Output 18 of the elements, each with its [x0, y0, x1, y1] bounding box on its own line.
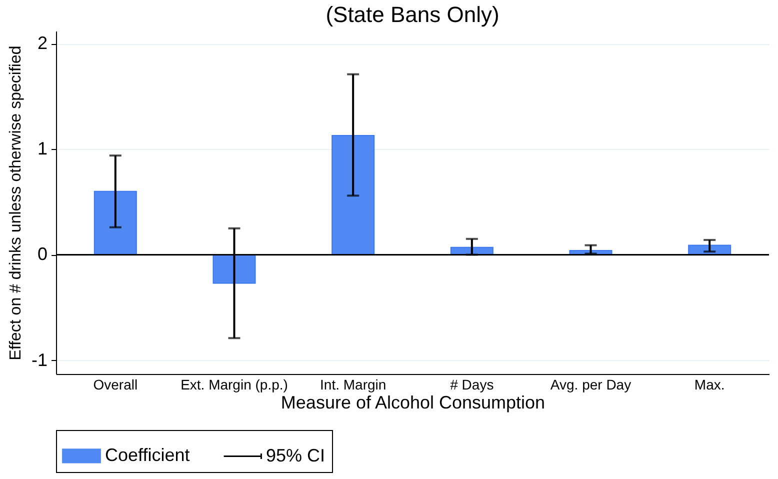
legend-label: Coefficient: [105, 444, 190, 465]
y-tick-label: -1: [31, 350, 48, 370]
bar: [212, 254, 256, 284]
y-tick-label: 2: [37, 33, 48, 54]
x-tick-label: Ext. Margin (p.p.): [180, 376, 288, 392]
x-tick-label: # Days: [450, 376, 494, 392]
x-tick-label: Overall: [93, 376, 138, 392]
y-tick-label: 0: [37, 244, 48, 264]
x-axis-title: Measure of Alcohol Consumption: [280, 392, 546, 412]
text: 95% CI: [266, 445, 326, 466]
y-tick-label: 1: [37, 138, 48, 159]
bar: [332, 134, 375, 256]
y-axis-title: Effect on # drinks unless otherwise specified: [7, 46, 24, 360]
x-tick-label: Int. Margin: [320, 376, 386, 392]
x-tick-label: Max.: [694, 376, 725, 392]
bar: [94, 190, 137, 256]
chart-title: (State Bans Only): [326, 2, 500, 27]
x-tick-label: Avg. per Day: [550, 376, 632, 392]
